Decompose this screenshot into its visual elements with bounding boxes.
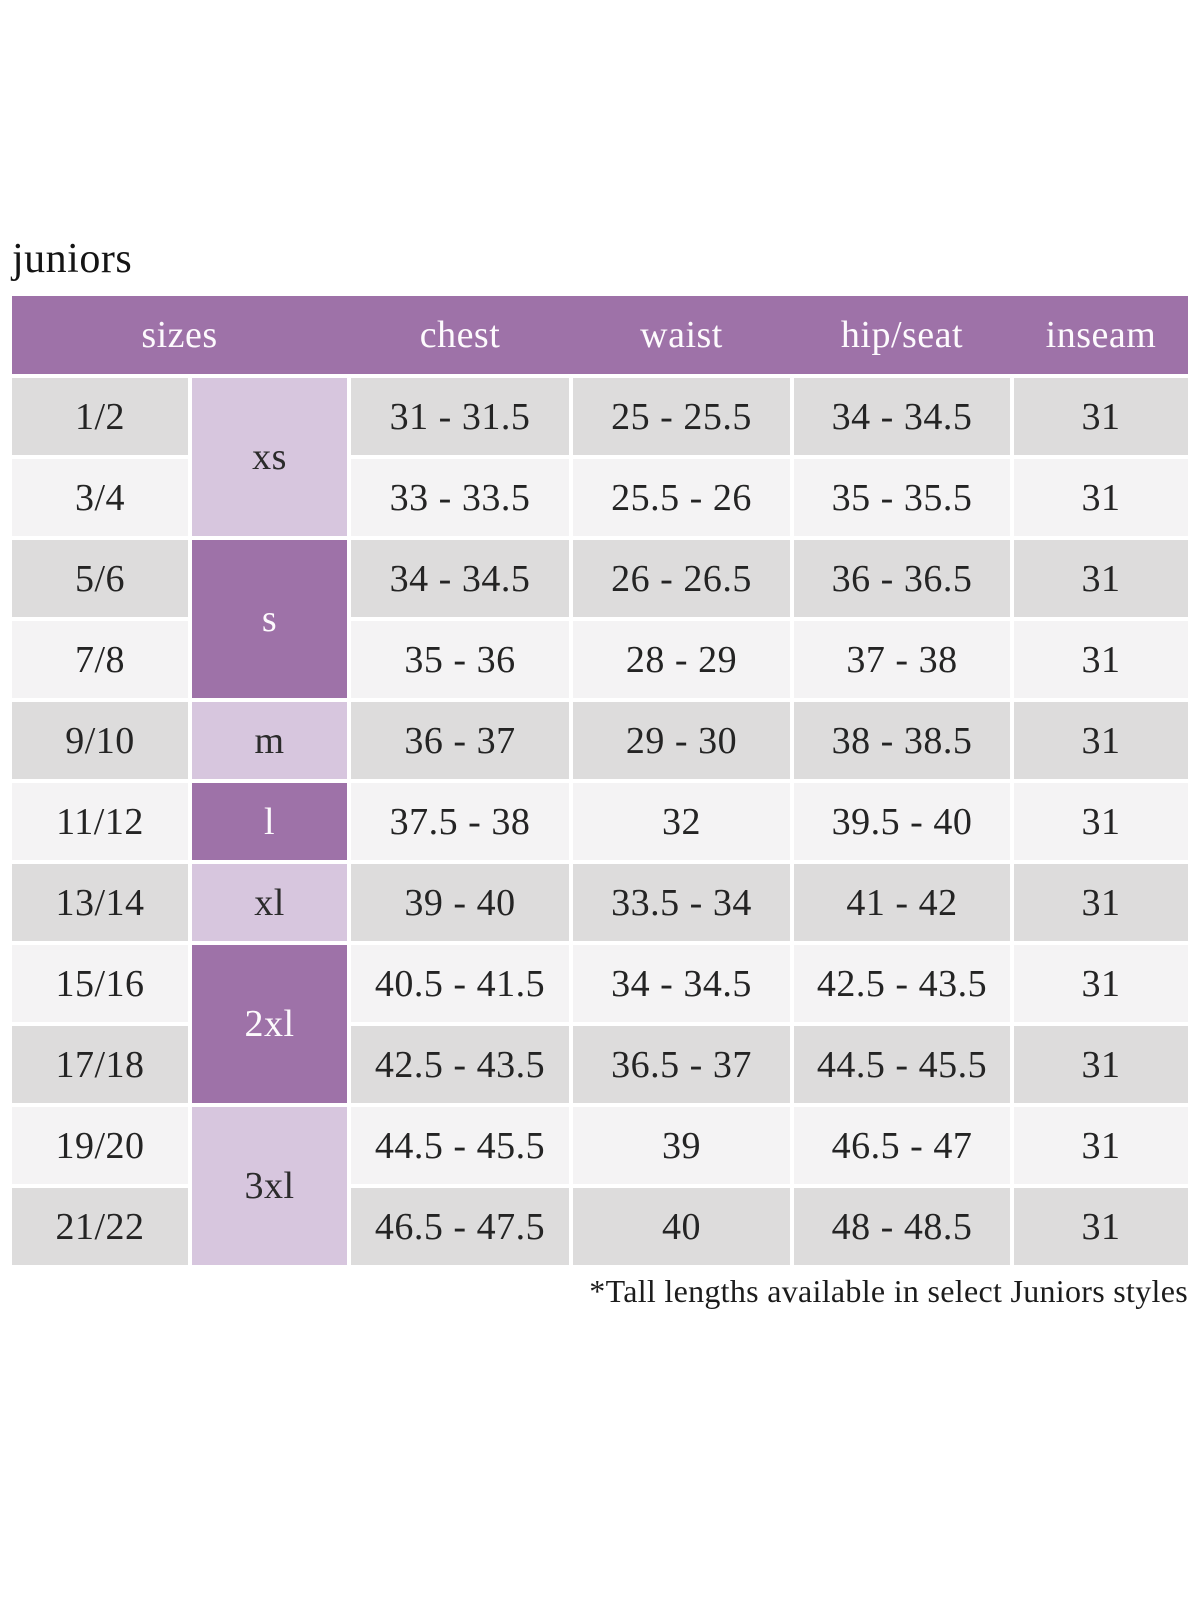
waist-cell: 25.5 - 26 <box>573 459 790 537</box>
waist-cell: 25 - 25.5 <box>573 378 790 456</box>
inseam-cell: 31 <box>1014 1188 1188 1266</box>
chest-cell: 39 - 40 <box>351 864 569 942</box>
table-header-row: sizes chest waist hip/seat inseam <box>12 296 1188 375</box>
size-chart-page: juniors sizes chest waist hip/seat insea… <box>12 236 1188 1310</box>
hip-seat-cell: 37 - 38 <box>794 621 1010 699</box>
inseam-cell: 31 <box>1014 459 1188 537</box>
size-group-cell-l: l <box>192 783 347 861</box>
footnote: *Tall lengths available in select Junior… <box>589 1273 1188 1310</box>
size-cell: 13/14 <box>12 864 188 942</box>
waist-cell: 28 - 29 <box>573 621 790 699</box>
hip-seat-cell: 34 - 34.5 <box>794 378 1010 456</box>
hip-seat-cell: 41 - 42 <box>794 864 1010 942</box>
chest-cell: 36 - 37 <box>351 702 569 780</box>
size-cell: 1/2 <box>12 378 188 456</box>
col-header-hip-seat: hip/seat <box>840 314 964 357</box>
chest-cell: 35 - 36 <box>351 621 569 699</box>
hip-seat-cell: 36 - 36.5 <box>794 540 1010 618</box>
chest-cell: 42.5 - 43.5 <box>351 1026 569 1104</box>
size-group-cell-xs: xs <box>192 378 347 537</box>
col-header-inseam: inseam <box>1045 314 1157 357</box>
size-cell: 7/8 <box>12 621 188 699</box>
size-group-cell-3xl: 3xl <box>192 1107 347 1266</box>
size-cell: 21/22 <box>12 1188 188 1266</box>
waist-cell: 26 - 26.5 <box>573 540 790 618</box>
chest-cell: 44.5 - 45.5 <box>351 1107 569 1185</box>
hip-seat-cell: 44.5 - 45.5 <box>794 1026 1010 1104</box>
hip-seat-cell: 38 - 38.5 <box>794 702 1010 780</box>
hip-seat-cell: 42.5 - 43.5 <box>794 945 1010 1023</box>
chest-cell: 31 - 31.5 <box>351 378 569 456</box>
chest-cell: 40.5 - 41.5 <box>351 945 569 1023</box>
size-group-cell-m: m <box>192 702 347 780</box>
size-group-cell-s: s <box>192 540 347 699</box>
inseam-cell: 31 <box>1014 945 1188 1023</box>
inseam-cell: 31 <box>1014 540 1188 618</box>
chest-cell: 46.5 - 47.5 <box>351 1188 569 1266</box>
size-cell: 19/20 <box>12 1107 188 1185</box>
col-header-chest: chest <box>419 314 501 357</box>
col-header-sizes: sizes <box>141 314 218 357</box>
page-title: juniors <box>12 236 133 282</box>
waist-cell: 36.5 - 37 <box>573 1026 790 1104</box>
size-cell: 5/6 <box>12 540 188 618</box>
size-cell: 3/4 <box>12 459 188 537</box>
inseam-cell: 31 <box>1014 1026 1188 1104</box>
size-cell: 9/10 <box>12 702 188 780</box>
size-cell: 17/18 <box>12 1026 188 1104</box>
waist-cell: 40 <box>573 1188 790 1266</box>
hip-seat-cell: 48 - 48.5 <box>794 1188 1010 1266</box>
table-body: xs s m l xl 2xl 3xl 1/2 31 - 31.5 25 - 2… <box>12 378 1188 1266</box>
size-group-cell-2xl: 2xl <box>192 945 347 1104</box>
inseam-cell: 31 <box>1014 621 1188 699</box>
waist-cell: 29 - 30 <box>573 702 790 780</box>
size-cell: 15/16 <box>12 945 188 1023</box>
hip-seat-cell: 46.5 - 47 <box>794 1107 1010 1185</box>
waist-cell: 34 - 34.5 <box>573 945 790 1023</box>
chest-cell: 33 - 33.5 <box>351 459 569 537</box>
inseam-cell: 31 <box>1014 1107 1188 1185</box>
size-group-cell-xl: xl <box>192 864 347 942</box>
inseam-cell: 31 <box>1014 864 1188 942</box>
hip-seat-cell: 39.5 - 40 <box>794 783 1010 861</box>
waist-cell: 32 <box>573 783 790 861</box>
inseam-cell: 31 <box>1014 378 1188 456</box>
size-cell: 11/12 <box>12 783 188 861</box>
col-header-waist: waist <box>640 314 723 357</box>
juniors-size-table: sizes chest waist hip/seat inseam xs s m… <box>12 296 1188 1266</box>
chest-cell: 37.5 - 38 <box>351 783 569 861</box>
inseam-cell: 31 <box>1014 702 1188 780</box>
waist-cell: 39 <box>573 1107 790 1185</box>
hip-seat-cell: 35 - 35.5 <box>794 459 1010 537</box>
chest-cell: 34 - 34.5 <box>351 540 569 618</box>
inseam-cell: 31 <box>1014 783 1188 861</box>
waist-cell: 33.5 - 34 <box>573 864 790 942</box>
